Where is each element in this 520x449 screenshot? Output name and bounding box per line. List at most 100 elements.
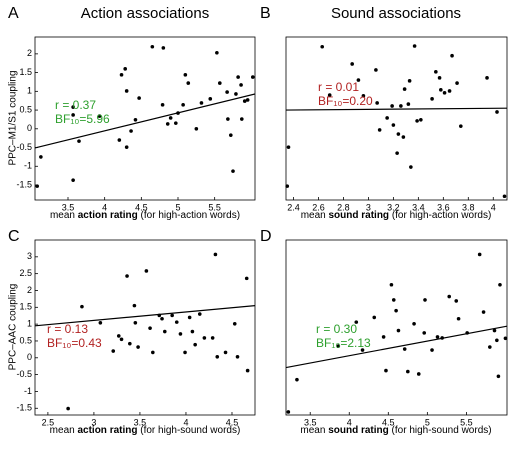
x-tick-label: 3: [91, 417, 96, 427]
data-point: [406, 369, 410, 374]
data-point: [251, 75, 255, 79]
data-point: [350, 62, 354, 66]
x-tick-label: 3.5: [134, 417, 147, 427]
data-point: [459, 124, 463, 128]
y-axis-label: PPC–AAC coupling: [8, 284, 19, 371]
x-axis-label: mean sound rating (for high-sound words): [300, 425, 491, 436]
data-point: [454, 299, 459, 303]
data-point: [396, 328, 401, 333]
regression-line: [285, 107, 508, 111]
data-point: [399, 104, 403, 108]
x-axis-label-part: (for high-sound words): [137, 425, 240, 436]
data-point: [111, 349, 116, 353]
x-axis-label-part: sound rating: [328, 425, 389, 436]
data-point: [98, 320, 103, 325]
data-point: [239, 83, 243, 87]
data-point: [407, 79, 412, 83]
stat-annotation: r = 0.37: [55, 98, 96, 112]
data-point: [137, 96, 141, 100]
x-tick-label: 3.4: [412, 202, 425, 212]
data-point: [391, 123, 396, 127]
x-axis-label-part: (for high-action words): [389, 210, 491, 221]
data-point: [124, 145, 129, 149]
data-point: [165, 122, 170, 126]
data-point: [455, 81, 459, 85]
x-tick-label: 3.2: [387, 202, 400, 212]
data-point: [236, 75, 240, 79]
x-axis-label-part: action rating: [78, 210, 138, 221]
y-axis-label: PPC–M1/S1 coupling: [8, 70, 19, 165]
stat-annotation: r = 0.30: [316, 322, 357, 336]
data-point: [133, 320, 138, 325]
data-point: [215, 354, 220, 359]
data-point: [430, 97, 434, 101]
data-point: [178, 332, 183, 336]
y-tick-label: 3: [27, 251, 32, 261]
data-point: [71, 178, 75, 182]
data-point: [447, 89, 452, 93]
data-point: [422, 331, 427, 335]
panel-title: Action associations: [81, 5, 209, 22]
data-point: [187, 315, 192, 320]
y-tick-label: 2.5: [19, 268, 32, 278]
data-point: [437, 76, 442, 80]
data-point: [498, 282, 502, 287]
x-tick-label: 3.5: [304, 417, 317, 427]
x-tick-label: 4: [183, 417, 188, 427]
x-tick-label: 5.5: [208, 202, 221, 212]
data-point: [133, 118, 138, 122]
data-point: [124, 89, 129, 93]
data-point: [190, 329, 195, 334]
data-point: [389, 282, 394, 287]
data-point: [80, 304, 84, 309]
data-point: [213, 252, 218, 257]
stat-annotation: r = 0.01: [318, 80, 359, 94]
data-point: [215, 50, 219, 55]
data-point: [71, 105, 75, 109]
x-axis-label-part: mean: [50, 425, 78, 436]
data-point: [129, 129, 133, 133]
data-point: [295, 377, 299, 382]
data-point: [374, 68, 378, 72]
x-axis-label-part: mean: [301, 210, 329, 221]
data-point: [128, 341, 132, 346]
y-tick-label: 1: [27, 86, 32, 96]
panel-letter: D: [260, 228, 272, 245]
data-point: [434, 70, 438, 74]
data-point: [402, 347, 407, 351]
data-point: [186, 81, 191, 85]
x-tick-label: 2.4: [287, 202, 300, 212]
data-point: [245, 368, 250, 373]
x-tick-label: 5: [175, 202, 180, 212]
data-point: [372, 315, 377, 320]
panel-letter: B: [260, 5, 271, 22]
data-point: [485, 76, 489, 80]
data-point: [416, 372, 421, 376]
x-axis-label-part: mean: [50, 210, 78, 221]
x-axis-label-part: sound rating: [328, 210, 389, 221]
x-tick-label: 3: [366, 202, 371, 212]
y-tick-label: 1.5: [19, 67, 32, 77]
data-point: [77, 139, 81, 143]
data-point: [174, 320, 179, 324]
x-tick-label: 3.6: [437, 202, 450, 212]
y-tick-label: -1.5: [16, 179, 32, 189]
data-point: [160, 103, 165, 107]
x-axis-label: mean action rating (for high-action word…: [50, 210, 240, 221]
data-point: [356, 78, 361, 82]
data-point: [412, 321, 416, 326]
y-tick-label: 0: [27, 352, 32, 362]
x-tick-label: 4: [347, 417, 352, 427]
data-point: [502, 194, 507, 199]
data-point: [231, 169, 235, 173]
x-axis-label-part: action rating: [77, 425, 137, 436]
data-point: [183, 73, 188, 77]
data-point: [240, 117, 244, 121]
data-point: [286, 410, 291, 414]
data-point: [430, 348, 434, 352]
y-tick-label: -0.5: [16, 142, 32, 152]
panel-title: Sound associations: [331, 5, 461, 22]
data-point: [136, 345, 140, 349]
data-point: [477, 252, 482, 257]
